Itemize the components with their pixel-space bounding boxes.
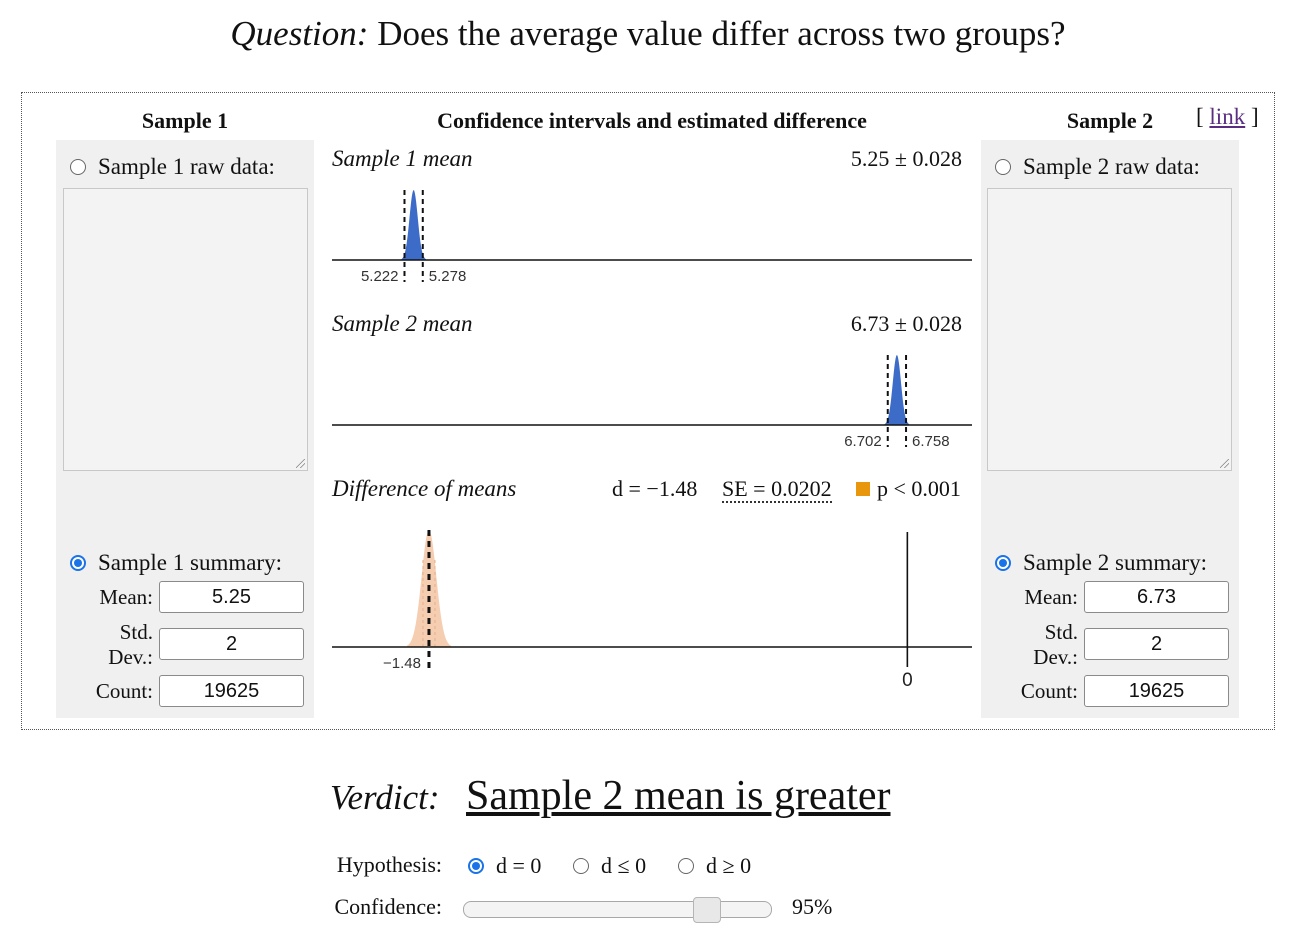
chart3-title: Difference of means bbox=[332, 476, 517, 501]
diff-estimate-label: −1.48 bbox=[383, 655, 421, 672]
sample1-std-label: Std. Dev.: bbox=[60, 620, 153, 670]
sample2-count-label: Count: bbox=[1020, 679, 1078, 703]
link-group: [ link ] bbox=[1196, 104, 1259, 130]
confidence-slider-thumb[interactable] bbox=[693, 897, 721, 923]
diff-se-label: SE = 0.0202 bbox=[722, 476, 832, 503]
sample1-mean-label: Mean: bbox=[99, 585, 153, 609]
confidence-slider[interactable] bbox=[463, 897, 772, 923]
chart2-ci-lower-label: 6.702 bbox=[844, 433, 882, 450]
question: Question: Does the average value differ … bbox=[0, 14, 1296, 54]
hypothesis-option-le[interactable]: d ≤ 0 bbox=[573, 853, 646, 879]
chart1-density bbox=[401, 190, 426, 260]
hypothesis-ge-radio[interactable] bbox=[678, 858, 694, 874]
hypothesis-le-label: d ≤ 0 bbox=[601, 853, 647, 878]
sample1-raw-option[interactable]: Sample 1 raw data: bbox=[70, 154, 275, 180]
sample1-raw-radio[interactable] bbox=[70, 159, 86, 175]
sample1-count-label: Count: bbox=[95, 679, 153, 703]
sample1-summary-radio[interactable] bbox=[70, 555, 86, 571]
sample1-std-input[interactable]: 2 bbox=[159, 628, 304, 660]
diff-p-value: p < 0.001 bbox=[877, 476, 961, 501]
sample1-summary-label: Sample 1 summary: bbox=[98, 550, 282, 575]
sample2-mean-chart: 6.702 6.758 bbox=[332, 355, 972, 450]
sample2-raw-textarea[interactable] bbox=[987, 188, 1232, 471]
hypothesis-le-radio[interactable] bbox=[573, 858, 589, 874]
diff-se-value: SE = 0.0202 bbox=[722, 476, 832, 503]
sample2-mean-label: Mean: bbox=[1024, 585, 1078, 609]
chart2-ci-upper-label: 6.758 bbox=[912, 433, 950, 450]
diff-zero-label: 0 bbox=[902, 670, 913, 691]
sample1-header: Sample 1 bbox=[141, 108, 229, 133]
sample1-std-label-line2: Dev.: bbox=[108, 645, 153, 669]
sample1-count-input[interactable]: 19625 bbox=[159, 675, 304, 707]
chart1-title: Sample 1 mean bbox=[332, 146, 473, 171]
sample1-summary-option[interactable]: Sample 1 summary: bbox=[70, 550, 282, 576]
p-value-swatch bbox=[856, 482, 870, 496]
hypothesis-option-eq[interactable]: d = 0 bbox=[468, 853, 541, 879]
hypothesis-eq-label: d = 0 bbox=[496, 853, 542, 878]
verdict-label: Verdict: bbox=[330, 778, 440, 817]
chart1-ci-upper-label: 5.278 bbox=[429, 268, 467, 285]
difference-chart: −1.48 0 bbox=[332, 530, 972, 691]
confidence-label: Confidence: bbox=[334, 894, 442, 919]
sample2-summary-radio[interactable] bbox=[995, 555, 1011, 571]
sample2-std-label-line1: Std. bbox=[1044, 620, 1078, 644]
chart2-density bbox=[884, 355, 910, 425]
hypothesis-eq-radio[interactable] bbox=[468, 858, 484, 874]
resize-grip-icon[interactable] bbox=[1220, 459, 1229, 468]
chart2-estimate: 6.73 ± 0.028 bbox=[850, 311, 962, 336]
sample2-summary-option[interactable]: Sample 2 summary: bbox=[995, 550, 1207, 576]
diff-p-label: p < 0.001 bbox=[856, 476, 961, 502]
question-label: Question: bbox=[230, 14, 369, 53]
resize-grip-icon[interactable] bbox=[296, 459, 305, 468]
confidence-value: 95% bbox=[792, 894, 833, 919]
sample1-mean-input[interactable]: 5.25 bbox=[159, 581, 304, 613]
diff-d-label: d = −1.48 bbox=[612, 476, 698, 501]
permalink[interactable]: link bbox=[1209, 104, 1246, 129]
chart2-title: Sample 2 mean bbox=[332, 311, 473, 336]
sample2-summary-label: Sample 2 summary: bbox=[1023, 550, 1207, 575]
sample2-raw-label: Sample 2 raw data: bbox=[1023, 154, 1200, 179]
link-bracket-close: ] bbox=[1250, 104, 1259, 129]
sample1-std-label-line1: Std. bbox=[119, 620, 153, 644]
hypothesis-option-ge[interactable]: d ≥ 0 bbox=[678, 853, 751, 879]
sample1-mean-chart: 5.222 5.278 bbox=[332, 190, 972, 285]
center-header: Confidence intervals and estimated diffe… bbox=[437, 108, 867, 133]
link-bracket-open: [ bbox=[1196, 104, 1204, 129]
sample2-raw-option[interactable]: Sample 2 raw data: bbox=[995, 154, 1200, 180]
sample2-std-label-line2: Dev.: bbox=[1033, 645, 1078, 669]
chart1-estimate: 5.25 ± 0.028 bbox=[850, 146, 962, 171]
main-panel bbox=[21, 92, 1275, 730]
hypothesis-label: Hypothesis: bbox=[336, 852, 442, 877]
sample1-raw-textarea[interactable] bbox=[63, 188, 308, 471]
sample2-header: Sample 2 bbox=[1066, 108, 1154, 133]
sample1-raw-label: Sample 1 raw data: bbox=[98, 154, 275, 179]
chart1-ci-lower-label: 5.222 bbox=[361, 268, 399, 285]
verdict-text: Sample 2 mean is greater bbox=[466, 773, 891, 819]
sample2-raw-radio[interactable] bbox=[995, 159, 1011, 175]
sample2-mean-input[interactable]: 6.73 bbox=[1084, 581, 1229, 613]
sample2-std-label: Std. Dev.: bbox=[985, 620, 1078, 670]
question-text: Does the average value differ across two… bbox=[377, 14, 1066, 53]
sample2-std-input[interactable]: 2 bbox=[1084, 628, 1229, 660]
sample2-count-input[interactable]: 19625 bbox=[1084, 675, 1229, 707]
hypothesis-ge-label: d ≥ 0 bbox=[706, 853, 752, 878]
